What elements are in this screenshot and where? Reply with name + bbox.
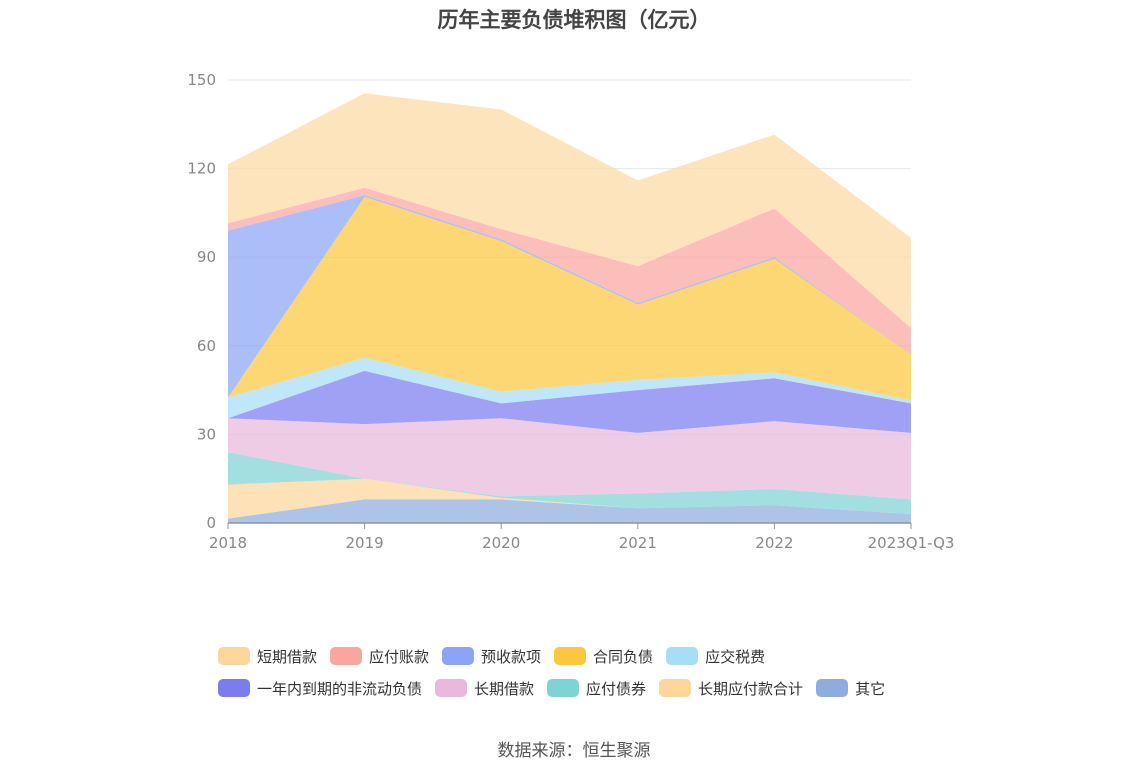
x-tick-label: 2020 xyxy=(482,534,520,552)
y-tick-label: 120 xyxy=(187,160,216,178)
area-series xyxy=(228,93,911,523)
legend-item[interactable]: 合同负债 xyxy=(554,646,653,667)
area-series-5 xyxy=(228,370,911,433)
legend-label: 应付账款 xyxy=(369,647,430,666)
legend: 短期借款 应付账款 预收款项 合同负债 应交税费 一年内到期的非流动负债 长期借款 应付债券… xyxy=(218,640,978,704)
legend-item[interactable]: 短期借款 xyxy=(218,646,317,667)
area-series-6 xyxy=(228,357,911,419)
area-series-2 xyxy=(228,478,911,519)
legend-item[interactable]: 长期应付款合计 xyxy=(659,678,803,699)
y-tick-label: 60 xyxy=(197,337,216,355)
legend-label: 长期借款 xyxy=(474,679,535,698)
data-source-note: 数据来源：恒生聚源 xyxy=(497,741,651,761)
legend-label: 合同负债 xyxy=(593,647,654,666)
x-tick-label: 2018 xyxy=(209,534,247,552)
legend-swatch xyxy=(435,679,468,697)
legend-swatch xyxy=(330,647,363,665)
x-tick-label: 2023Q1-Q3 xyxy=(868,534,955,552)
legend-swatch xyxy=(218,679,250,697)
legend-item[interactable]: 预收款项 xyxy=(442,646,541,667)
area-series-10 xyxy=(228,93,911,329)
legend-label: 预收款项 xyxy=(481,647,542,666)
legend-label: 应付债券 xyxy=(586,679,647,698)
legend-swatch xyxy=(442,647,475,665)
legend-swatch xyxy=(666,647,699,665)
legend-label: 短期借款 xyxy=(257,647,318,666)
legend-swatch xyxy=(547,679,580,697)
area-series-9 xyxy=(228,187,911,355)
legend-swatch xyxy=(816,679,849,697)
legend-item[interactable]: 应交税费 xyxy=(666,646,765,667)
legend-item[interactable]: 其它 xyxy=(816,678,885,699)
legend-swatch xyxy=(659,679,692,697)
x-tick-label: 2021 xyxy=(619,534,657,552)
legend-item[interactable]: 应付债券 xyxy=(547,678,646,699)
area-series-8 xyxy=(228,195,911,398)
x-tick-label: 2019 xyxy=(346,534,384,552)
area-series-1 xyxy=(228,499,911,523)
legend-label: 其它 xyxy=(855,679,886,698)
legend-row-2: 一年内到期的非流动负债 长期借款 应付债券 长期应付款合计 其它 xyxy=(218,672,978,704)
area-series-7 xyxy=(228,196,911,401)
y-tick-label: 30 xyxy=(197,425,216,443)
x-tick-label: 2022 xyxy=(755,534,793,552)
legend-item[interactable]: 一年内到期的非流动负债 xyxy=(218,678,422,699)
chart-title: 历年主要负债堆积图（亿元） xyxy=(437,8,711,32)
legend-item[interactable]: 长期借款 xyxy=(435,678,534,699)
legend-label: 长期应付款合计 xyxy=(698,679,804,698)
legend-swatch xyxy=(218,647,250,665)
axes: 2018 2019 2020 2021 2022 2023Q1-Q3 xyxy=(209,522,955,552)
y-tick-label: 150 xyxy=(187,71,216,89)
area-series-3 xyxy=(228,452,911,515)
legend-label: 一年内到期的非流动负债 xyxy=(257,679,423,698)
legend-row-1: 短期借款 应付账款 预收款项 合同负债 应交税费 xyxy=(218,640,978,672)
legend-swatch xyxy=(554,647,587,665)
area-series-4 xyxy=(228,418,911,500)
legend-item[interactable]: 应付账款 xyxy=(330,646,429,667)
y-tick-label: 0 xyxy=(206,514,216,532)
legend-label: 应交税费 xyxy=(705,647,766,666)
y-tick-label: 90 xyxy=(197,248,216,266)
grid-lines: 0 30 60 90 120 150 xyxy=(187,71,911,532)
